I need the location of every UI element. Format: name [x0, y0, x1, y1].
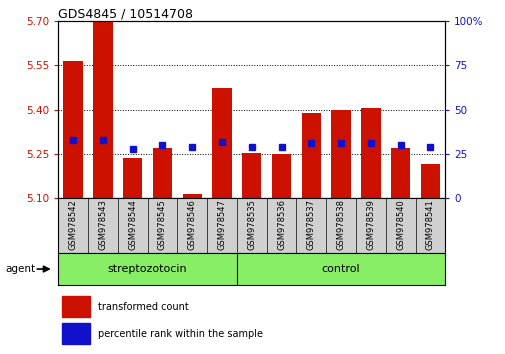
Text: GSM978535: GSM978535 [247, 199, 256, 250]
Bar [361, 108, 380, 198]
Text: GDS4845 / 10514708: GDS4845 / 10514708 [58, 7, 193, 20]
Text: GSM978536: GSM978536 [276, 199, 285, 250]
Bar [212, 88, 231, 198]
Bar [241, 153, 261, 198]
Bar [182, 194, 201, 198]
Text: GSM978540: GSM978540 [395, 199, 405, 250]
Text: GSM978538: GSM978538 [336, 199, 345, 250]
Text: streptozotocin: streptozotocin [108, 264, 187, 274]
Bar [93, 21, 112, 198]
Bar [331, 110, 350, 198]
Bar [390, 148, 410, 198]
Bar [153, 148, 172, 198]
Bar [63, 61, 83, 198]
Text: GSM978543: GSM978543 [98, 199, 107, 250]
Text: GSM978544: GSM978544 [128, 199, 137, 250]
Bar [271, 154, 290, 198]
Text: percentile rank within the sample: percentile rank within the sample [97, 329, 262, 339]
Text: agent: agent [5, 264, 35, 274]
Bar [62, 296, 90, 317]
Bar [301, 113, 320, 198]
Text: GSM978547: GSM978547 [217, 199, 226, 250]
Bar [123, 158, 142, 198]
Text: GSM978545: GSM978545 [158, 199, 167, 250]
Text: GSM978541: GSM978541 [425, 199, 434, 250]
Text: GSM978546: GSM978546 [187, 199, 196, 250]
Text: GSM978539: GSM978539 [366, 199, 375, 250]
Bar [420, 164, 439, 198]
Bar [62, 324, 90, 344]
Text: control: control [321, 264, 360, 274]
Text: GSM978537: GSM978537 [306, 199, 315, 250]
Text: GSM978542: GSM978542 [69, 199, 77, 250]
Text: transformed count: transformed count [97, 302, 188, 312]
